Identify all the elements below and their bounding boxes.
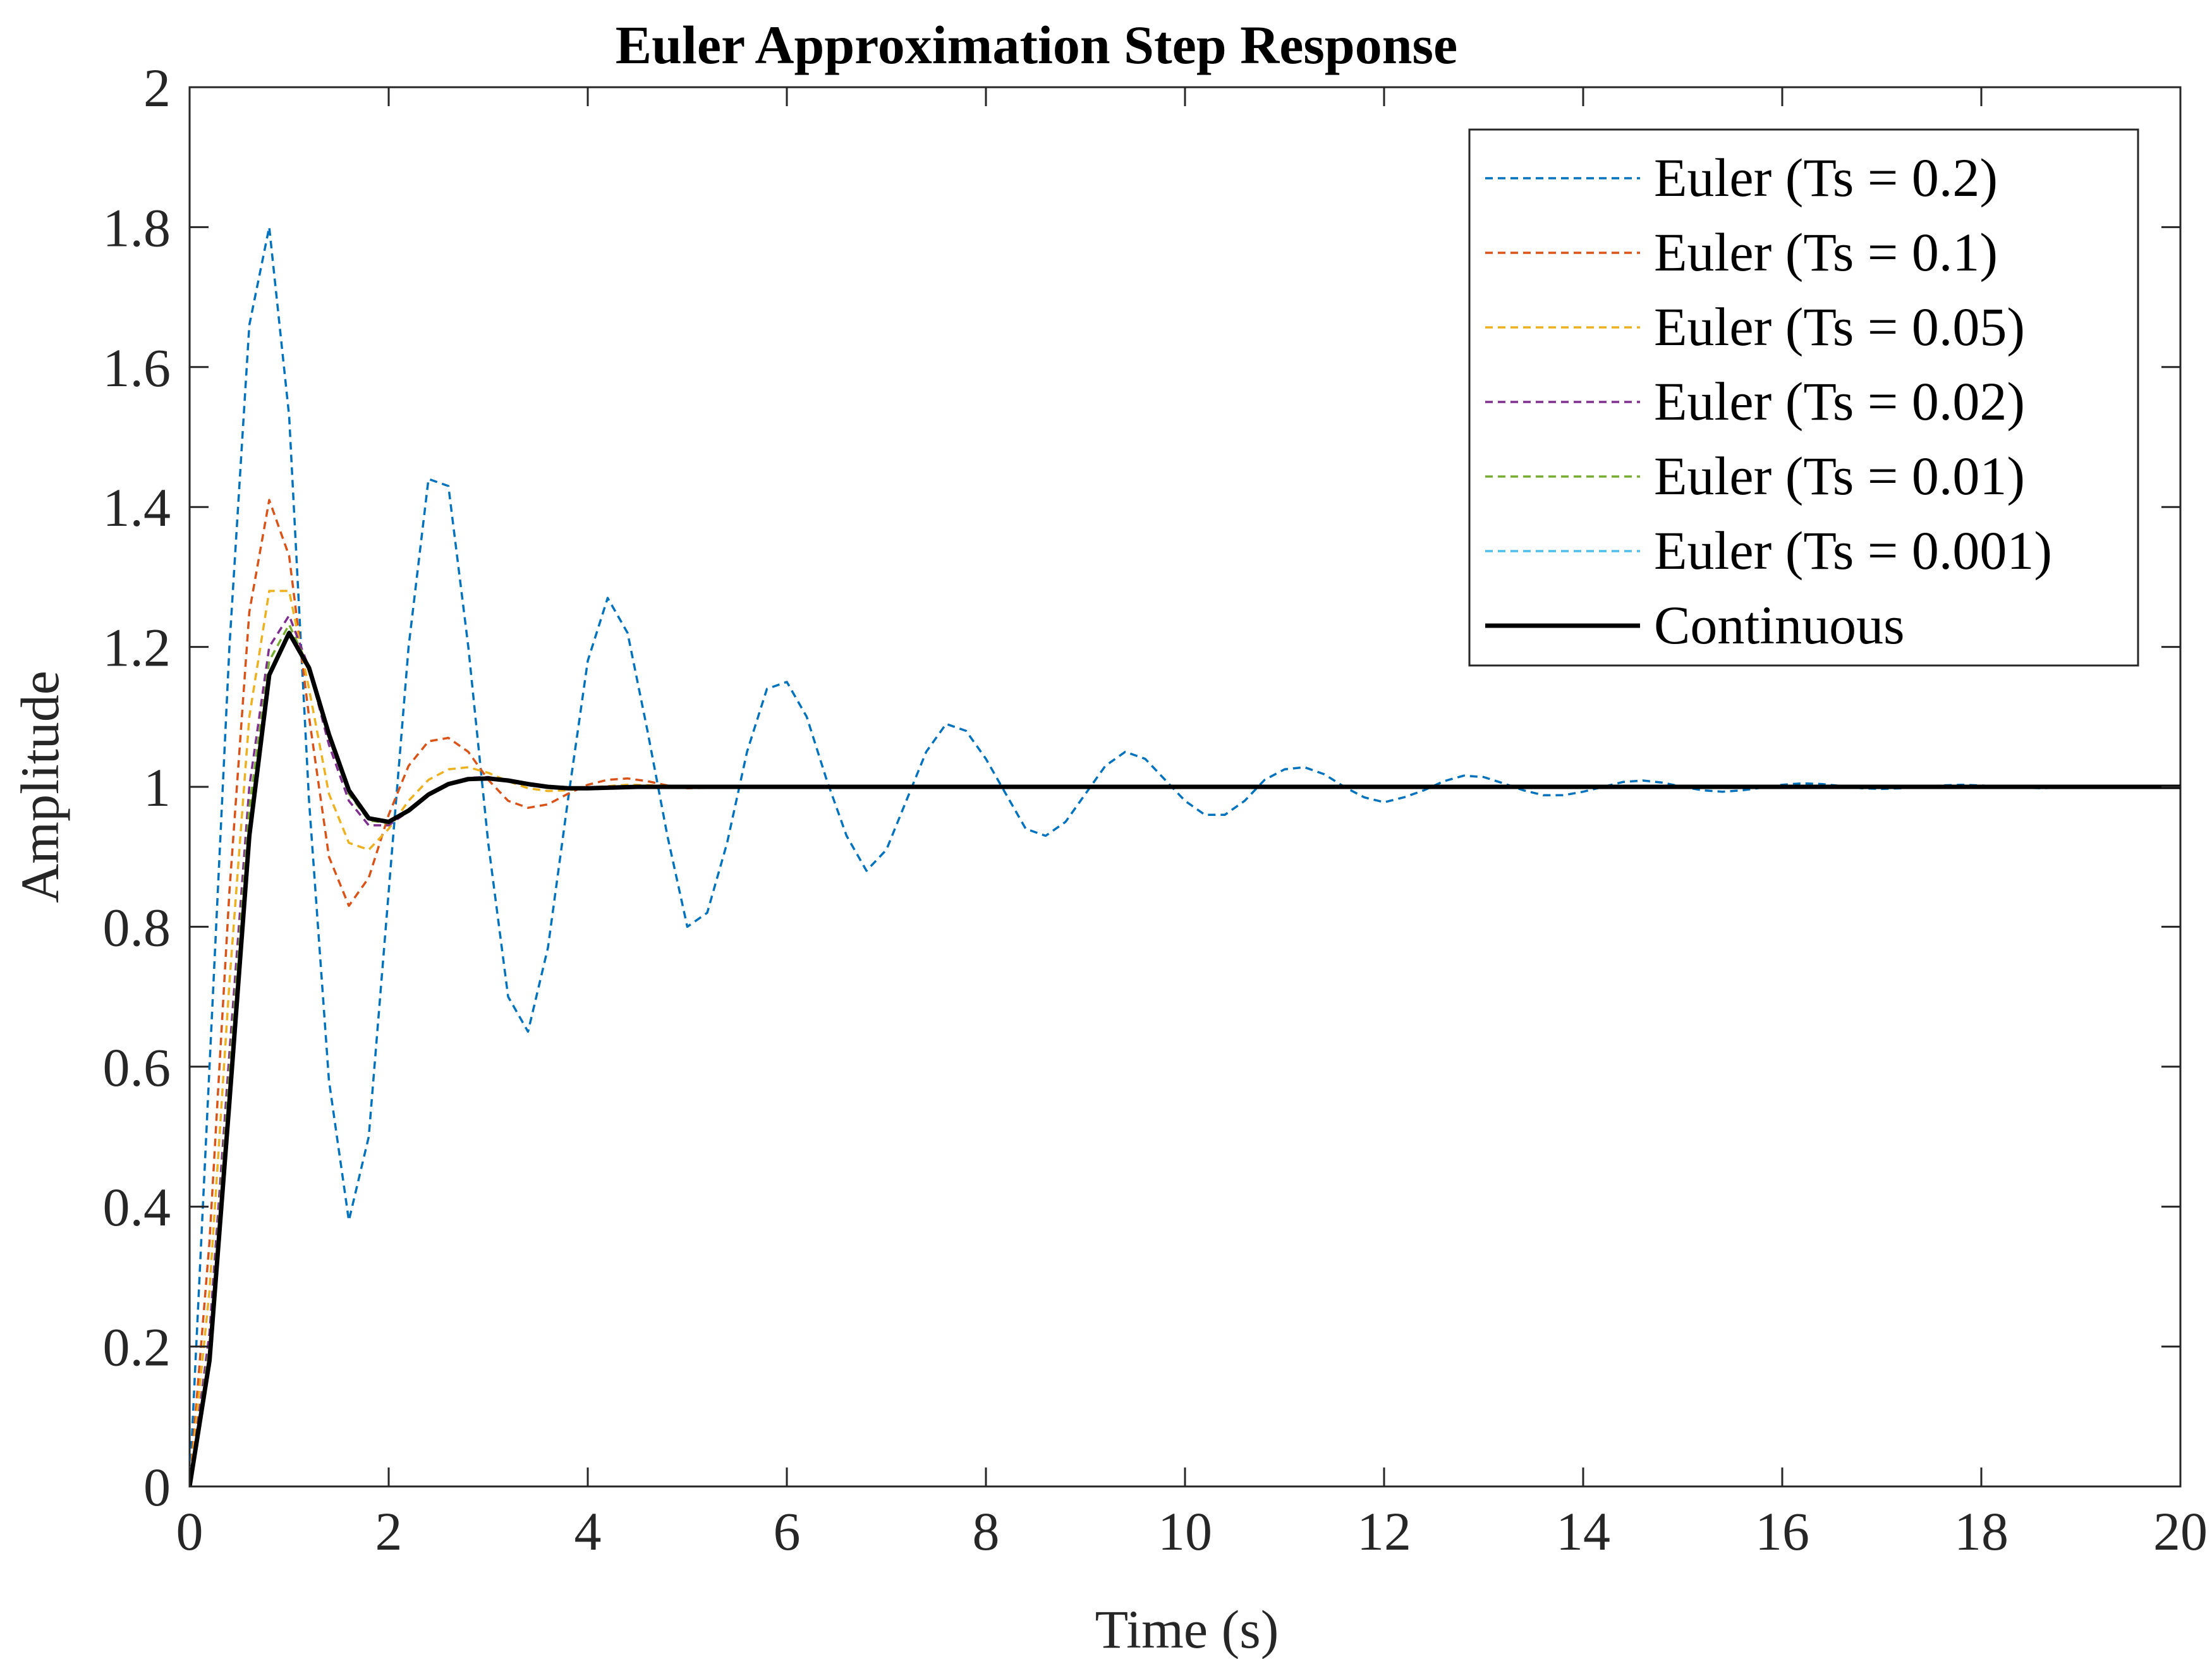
x-tick-label: 0 (176, 1501, 204, 1562)
legend: Euler (Ts = 0.2) Euler (Ts = 0.1) Euler (T… (1468, 128, 2139, 667)
legend-box (1468, 128, 2139, 667)
y-tick-label: 1.6 (103, 337, 171, 398)
x-tick-label: 18 (1954, 1501, 2008, 1562)
y-tick-label: 2 (143, 58, 171, 118)
chart-title: Euler Approximation Step Response (616, 15, 1457, 75)
y-tick-label: 1 (143, 757, 171, 818)
legend-entry-label: Continuous (1654, 595, 1905, 655)
axis-ticks: 0 2 4 6 8 10 12 14 16 18 20 0 0.2 0.4 0.6 0.8 1 1.2 1.4 1.6… (103, 58, 2208, 1562)
x-tick-label: 16 (1755, 1501, 1809, 1562)
legend-entry-label: Euler (Ts = 0.1) (1654, 222, 1998, 283)
legend-entry-label: Euler (Ts = 0.05) (1654, 296, 2025, 357)
x-tick-label: 20 (2153, 1501, 2208, 1562)
y-tick-label: 1.4 (103, 477, 171, 538)
y-tick-label: 0.8 (103, 897, 171, 957)
legend-entry-label: Euler (Ts = 0.2) (1654, 147, 1998, 208)
y-axis-label: Amplitude (9, 671, 70, 903)
legend-entry-label: Euler (Ts = 0.001) (1654, 520, 2052, 581)
x-axis-label: Time (s) (1095, 1599, 1279, 1659)
y-tick-label: 1.8 (103, 197, 171, 258)
x-tick-label: 8 (973, 1501, 1000, 1562)
x-tick-label: 2 (375, 1501, 403, 1562)
legend-entry-label: Euler (Ts = 0.01) (1654, 446, 2025, 506)
y-tick-label: 0.6 (103, 1037, 171, 1098)
x-tick-label: 6 (774, 1501, 801, 1562)
y-tick-label: 0.4 (103, 1177, 171, 1237)
legend-entry-label: Euler (Ts = 0.02) (1654, 371, 2025, 432)
series-line-2 (190, 499, 2180, 1486)
series-line-7 (190, 631, 2180, 1486)
x-tick-label: 14 (1556, 1501, 1610, 1562)
x-tick-label: 10 (1158, 1501, 1212, 1562)
y-tick-label: 0.2 (103, 1317, 171, 1378)
y-tick-label: 0 (143, 1457, 171, 1517)
x-tick-label: 4 (574, 1501, 602, 1562)
x-tick-label: 12 (1357, 1501, 1411, 1562)
y-tick-label: 1.2 (103, 617, 171, 678)
